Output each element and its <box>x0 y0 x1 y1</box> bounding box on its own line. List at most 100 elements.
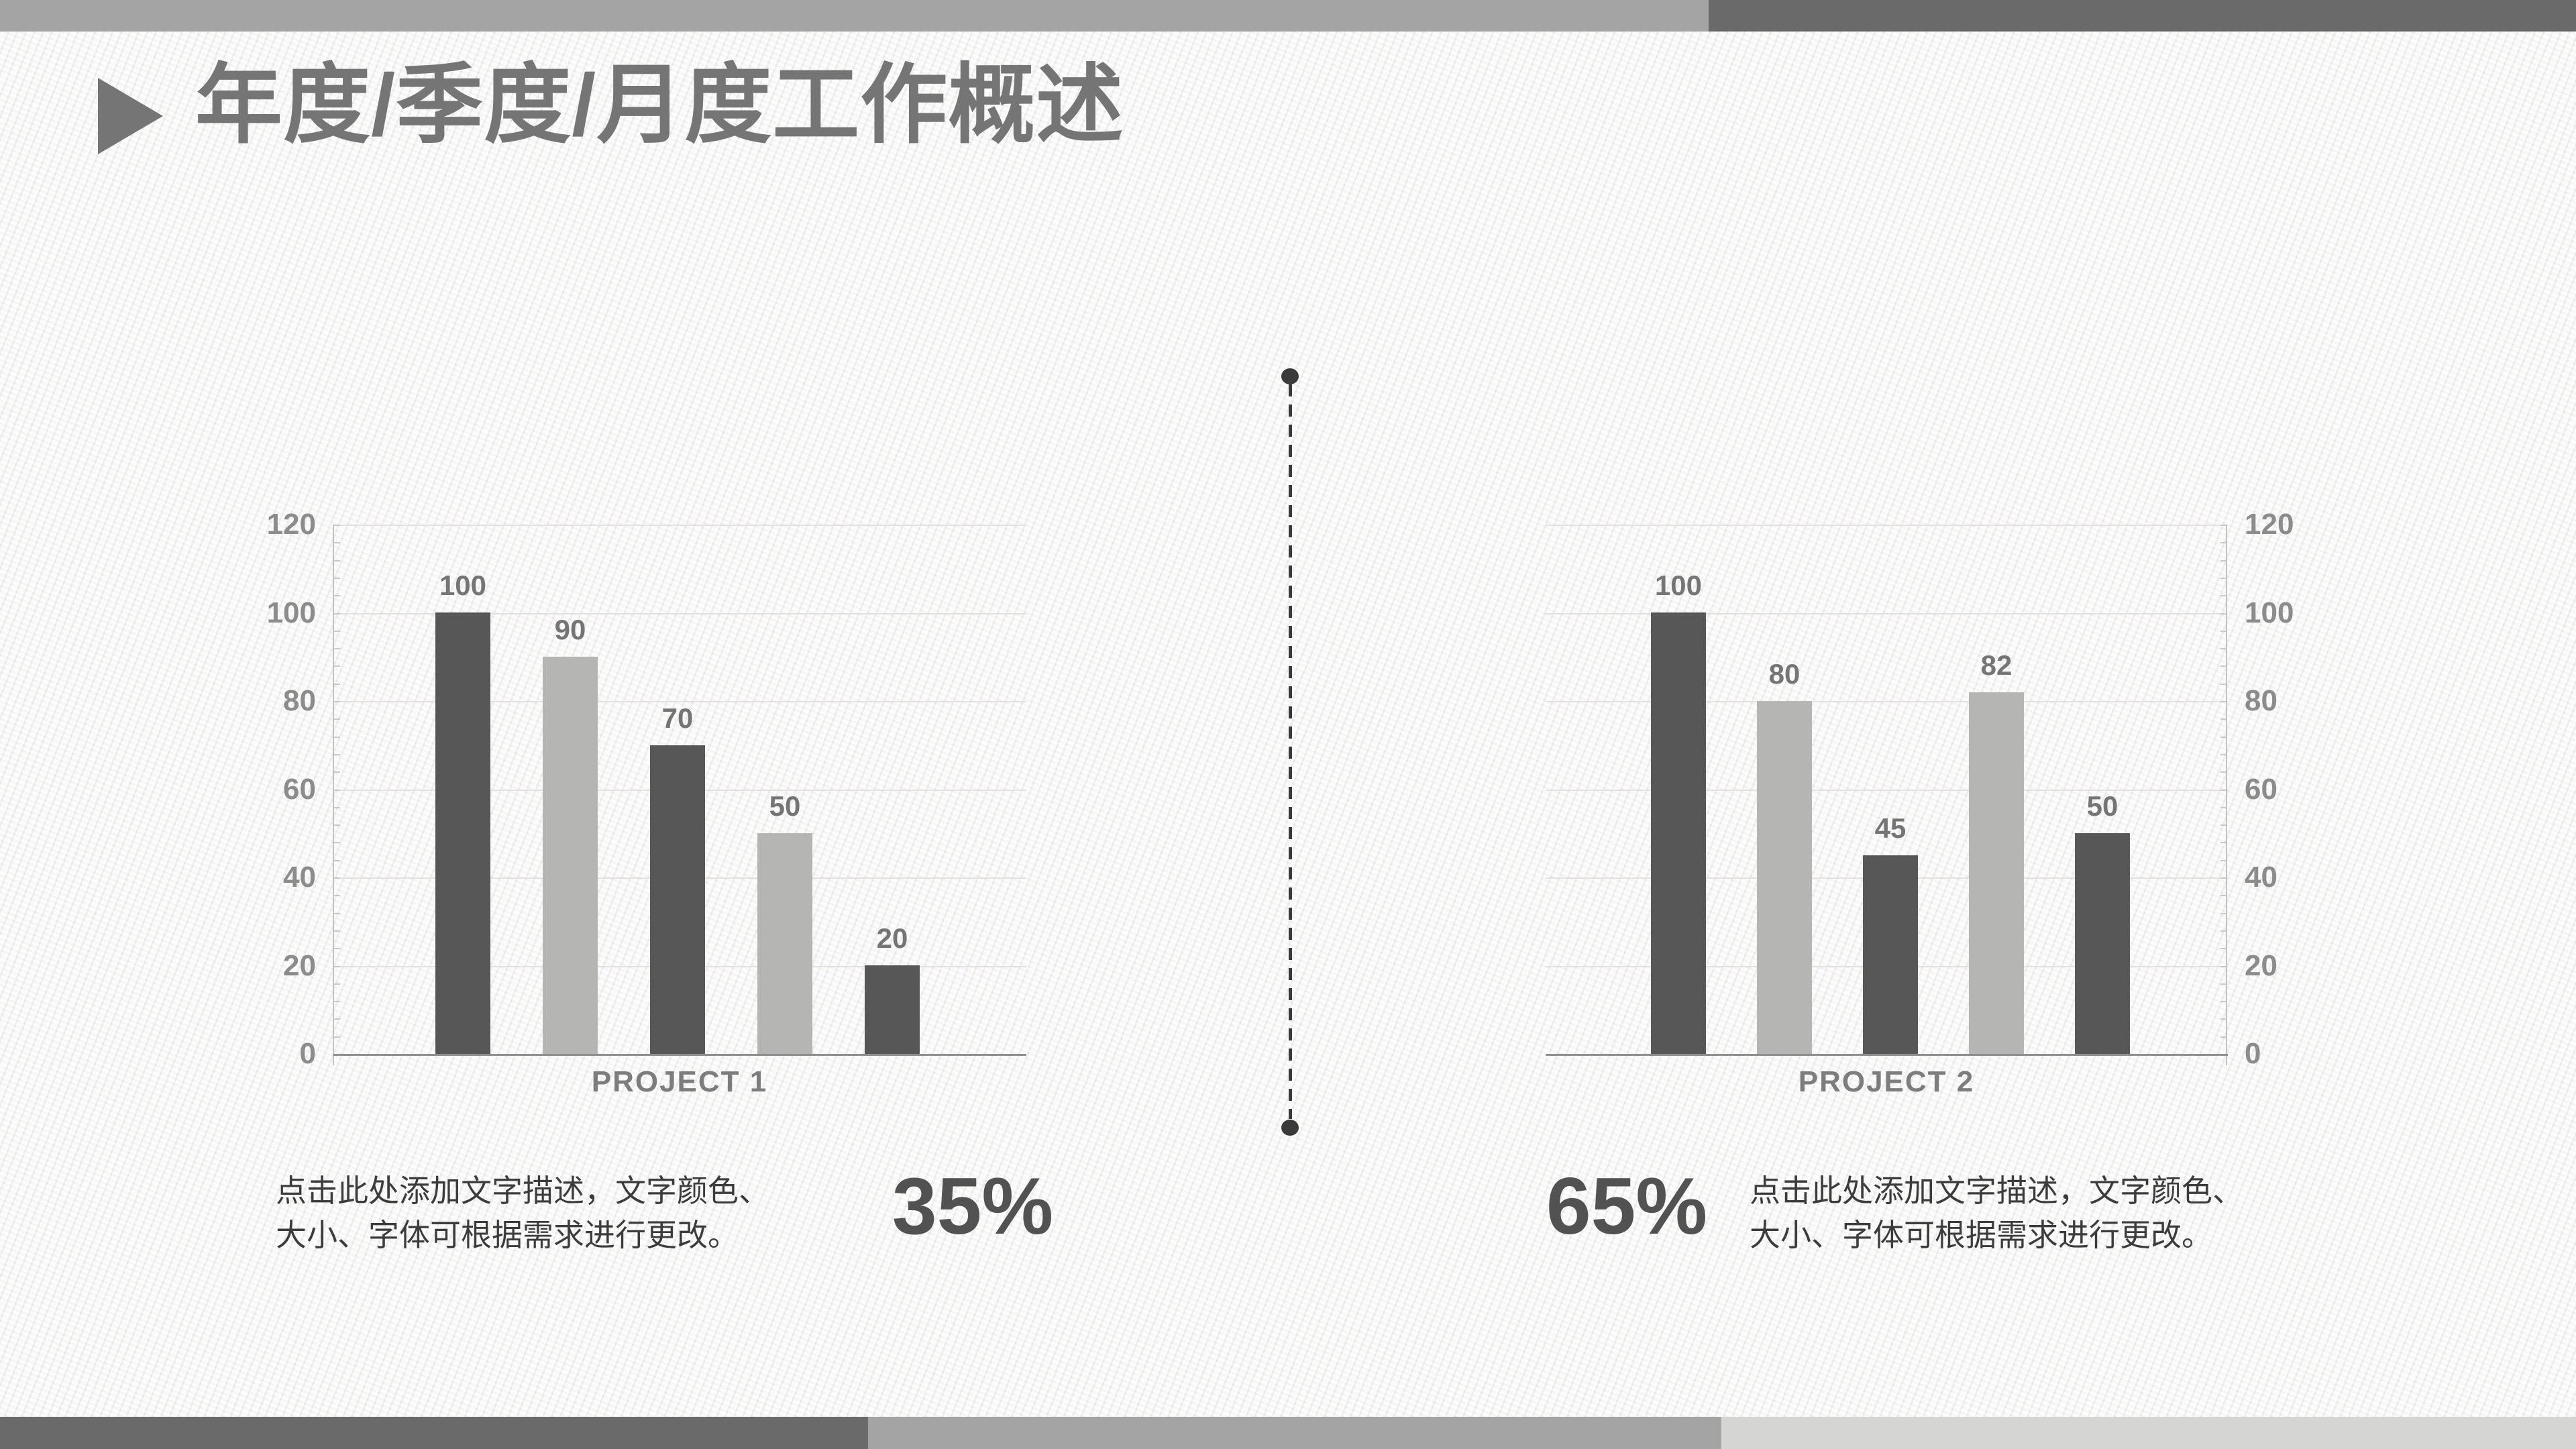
y-tick-label: 80 <box>2245 684 2277 717</box>
axis-minor-tick <box>333 1036 340 1038</box>
axis-minor-tick <box>2220 648 2227 649</box>
axis-minor-tick <box>2220 578 2227 579</box>
right-note-text: 点击此处添加文字描述，文字颜色、 大小、字体可根据需求进行更改。 <box>1750 1173 2243 1252</box>
value-axis-line <box>2226 525 2227 1065</box>
axis-minor-tick <box>333 613 340 614</box>
axis-minor-tick <box>2220 842 2227 843</box>
axis-minor-tick <box>2220 930 2227 932</box>
bar-value-label: 80 <box>1768 658 1801 690</box>
axis-minor-tick <box>333 948 340 949</box>
axis-minor-tick <box>333 525 340 526</box>
axis-minor-tick <box>333 983 340 985</box>
bar-value-label: 50 <box>769 790 801 822</box>
category-axis-line <box>1546 1054 2228 1056</box>
value-axis-line <box>333 525 334 1065</box>
axis-minor-tick <box>333 665 340 667</box>
axis-minor-tick <box>2220 525 2227 526</box>
axis-minor-tick <box>2220 613 2227 614</box>
axis-minor-tick <box>333 930 340 932</box>
gridline <box>1546 701 2228 702</box>
y-tick-label: 100 <box>266 596 316 629</box>
y-tick-label: 40 <box>283 861 316 894</box>
bar <box>1757 701 1812 1054</box>
y-tick-label: 0 <box>299 1037 316 1070</box>
divider-bottom-dot <box>1281 1120 1299 1136</box>
y-tick-label: 60 <box>283 773 316 806</box>
axis-minor-tick <box>2220 807 2227 808</box>
bar <box>650 745 705 1054</box>
y-tick-label: 0 <box>2245 1037 2261 1070</box>
bar-value-label: 90 <box>554 614 586 645</box>
bar <box>2075 833 2130 1054</box>
axis-minor-tick <box>333 895 340 896</box>
bar <box>865 965 920 1054</box>
axis-minor-tick <box>333 718 340 720</box>
y-tick-label: 60 <box>2245 773 2277 806</box>
bar <box>1651 612 1706 1054</box>
title-arrow-icon <box>98 78 163 154</box>
bar <box>1969 692 2024 1054</box>
axis-minor-tick <box>333 877 340 879</box>
axis-minor-tick <box>2220 1018 2227 1020</box>
bar-value-label: 45 <box>1874 812 1907 844</box>
axis-minor-tick <box>2220 948 2227 949</box>
bar-value-label: 100 <box>439 570 487 601</box>
axis-minor-tick <box>333 631 340 632</box>
axis-minor-tick <box>2220 895 2227 896</box>
axis-minor-tick <box>333 1001 340 1002</box>
bar <box>757 833 812 1054</box>
right-percent-value: 65% <box>1546 1161 1708 1251</box>
axis-minor-tick <box>2220 560 2227 561</box>
category-label: PROJECT 1 <box>591 1065 768 1098</box>
axis-minor-tick <box>333 807 340 808</box>
bar-value-label: 20 <box>876 922 908 954</box>
axis-minor-tick <box>2220 1001 2227 1002</box>
axis-minor-tick <box>333 560 340 561</box>
bar-value-label: 100 <box>1654 570 1703 601</box>
axis-minor-tick <box>2220 966 2227 967</box>
axis-minor-tick <box>333 701 340 702</box>
gridline <box>333 701 1026 702</box>
axis-minor-tick <box>2220 631 2227 632</box>
bar-value-label: 50 <box>2086 790 2118 822</box>
gridline <box>1546 613 2228 614</box>
bar <box>435 612 490 1054</box>
axis-minor-tick <box>2220 771 2227 773</box>
y-tick-label: 20 <box>2245 949 2277 982</box>
axis-minor-tick <box>333 790 340 791</box>
axis-minor-tick <box>333 578 340 579</box>
y-tick-label: 100 <box>2245 596 2294 629</box>
axis-minor-tick <box>2220 718 2227 720</box>
y-tick-label: 120 <box>266 508 316 541</box>
y-tick-label: 20 <box>283 949 316 982</box>
gridline <box>333 525 1026 526</box>
axis-minor-tick <box>333 737 340 738</box>
axis-minor-tick <box>2220 737 2227 738</box>
y-tick-label: 80 <box>283 684 316 717</box>
axis-minor-tick <box>333 542 340 543</box>
axis-minor-tick <box>2220 665 2227 667</box>
axis-minor-tick <box>2220 877 2227 879</box>
category-axis-line <box>333 1054 1026 1056</box>
axis-minor-tick <box>333 966 340 967</box>
left-percent-value: 35% <box>892 1161 1054 1251</box>
top-accent-bar-light <box>0 0 1709 32</box>
axis-minor-tick <box>2220 983 2227 985</box>
axis-minor-tick <box>333 824 340 826</box>
axis-minor-tick <box>2220 542 2227 543</box>
axis-minor-tick <box>333 648 340 649</box>
top-accent-bar-dark <box>1709 0 2576 32</box>
category-label: PROJECT 2 <box>1798 1065 1975 1098</box>
bar-value-label: 70 <box>661 702 694 734</box>
bottom-accent-bar-mid <box>868 1417 1721 1449</box>
axis-minor-tick <box>2220 1036 2227 1038</box>
bottom-accent-bar-dark <box>0 1417 868 1449</box>
axis-minor-tick <box>333 1018 340 1020</box>
gridline <box>1546 790 2228 791</box>
left-note-text: 点击此处添加文字描述，文字颜色、 大小、字体可根据需求进行更改。 <box>276 1173 769 1252</box>
axis-minor-tick <box>333 684 340 685</box>
axis-minor-tick <box>2220 595 2227 596</box>
axis-minor-tick <box>2220 684 2227 685</box>
divider-top-dot <box>1281 368 1299 384</box>
axis-minor-tick <box>333 771 340 773</box>
